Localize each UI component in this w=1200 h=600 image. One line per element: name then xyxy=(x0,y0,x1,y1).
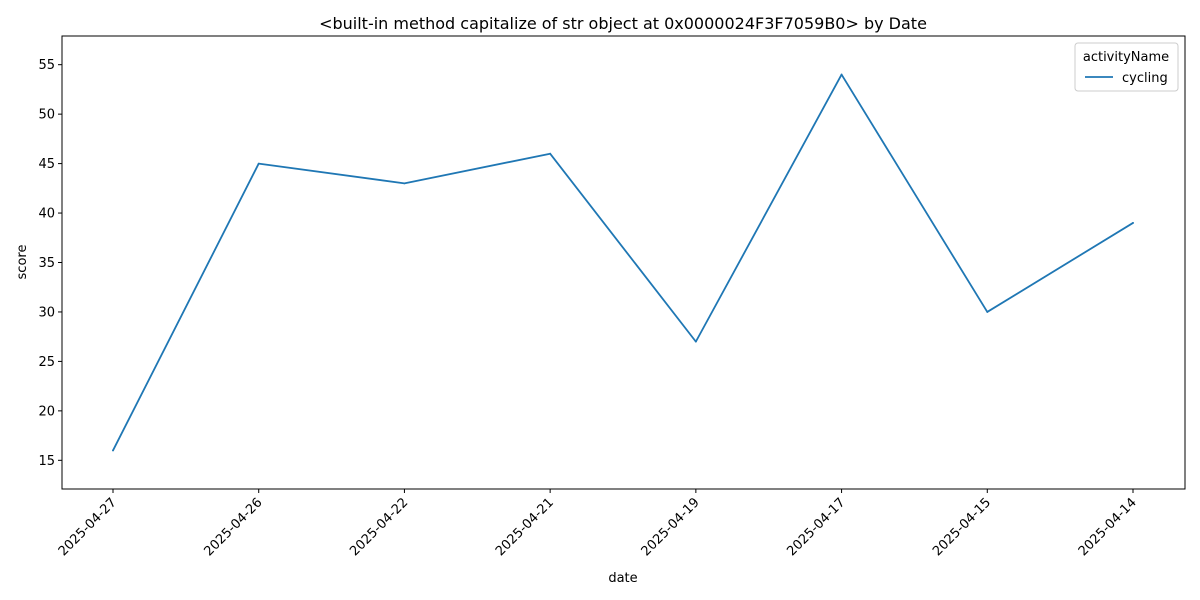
data-point xyxy=(694,340,697,343)
legend: activityName cycling xyxy=(1074,42,1179,92)
x-axis: 2025-04-27 2025-04-26 2025-04-22 2025-04-21… xyxy=(56,489,1140,559)
y-tick-label: 25 xyxy=(38,355,55,370)
data-point xyxy=(549,152,552,155)
y-tick-label: 40 xyxy=(38,207,55,222)
series-layer xyxy=(112,73,1134,452)
legend-title: activityName xyxy=(1083,50,1169,65)
y-tick-label: 35 xyxy=(38,256,55,271)
y-tick-label: 50 xyxy=(38,108,55,123)
y-axis-label: score xyxy=(15,245,30,280)
y-tick-label: 30 xyxy=(38,305,55,320)
legend-items: cycling xyxy=(1085,71,1168,86)
x-tick-label: 2025-04-21 xyxy=(493,495,557,559)
data-point xyxy=(403,182,406,185)
x-tick-label: 2025-04-27 xyxy=(56,495,120,559)
data-point xyxy=(257,162,260,165)
data-point xyxy=(112,449,114,452)
x-tick-label: 2025-04-22 xyxy=(347,495,411,559)
y-tick-label: 20 xyxy=(38,404,55,419)
x-tick-label: 2025-04-26 xyxy=(202,495,266,559)
y-tick-label: 15 xyxy=(38,454,55,469)
x-tick-label: 2025-04-14 xyxy=(1076,495,1140,559)
data-point xyxy=(840,73,843,76)
series-line-cycling xyxy=(112,73,1134,452)
x-tick-label: 2025-04-15 xyxy=(930,495,994,559)
x-tick-label: 2025-04-19 xyxy=(639,495,703,559)
data-point xyxy=(986,311,989,313)
y-tick-label: 45 xyxy=(38,157,55,172)
legend-label: cycling xyxy=(1122,71,1168,86)
chart-title: <built-in method capitalize of str objec… xyxy=(319,14,927,33)
x-axis-label: date xyxy=(608,571,637,586)
data-point xyxy=(1132,222,1134,224)
y-tick-label: 55 xyxy=(38,58,55,73)
x-tick-label: 2025-04-17 xyxy=(784,495,848,559)
y-axis: 15 20 25 30 35 40 45 50 55 xyxy=(38,58,62,469)
legend-frame xyxy=(1074,42,1179,92)
plot-area-frame xyxy=(61,35,1186,490)
